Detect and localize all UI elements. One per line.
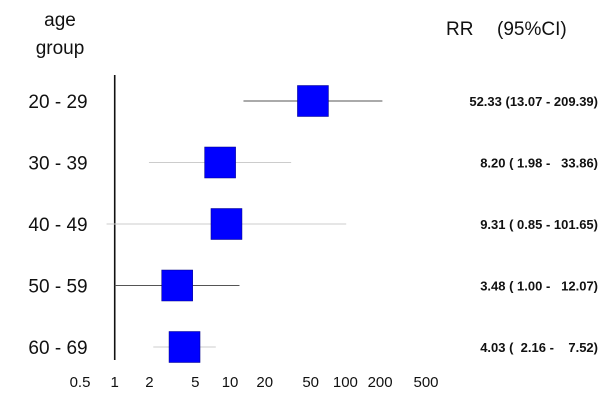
rr-value-label: 52.33 (13.07 - 209.39) (469, 94, 598, 109)
rr-box (168, 331, 201, 363)
rr-value-label: 9.31 ( 0.85 - 101.65) (480, 217, 598, 232)
row-label: 60 - 69 (28, 338, 87, 359)
row-label: 20 - 29 (28, 92, 87, 113)
x-tick-label: 100 (333, 374, 358, 391)
rr-box (204, 146, 236, 179)
x-tick-label: 200 (368, 374, 393, 391)
age-header-line1: age (44, 10, 76, 31)
x-tick-label: 0.5 (70, 374, 91, 391)
x-tick-label: 2 (145, 374, 153, 391)
rr-header: RR (446, 19, 474, 40)
x-tick-label: 20 (256, 374, 273, 391)
row-label: 50 - 59 (28, 277, 87, 298)
age-group-header: age group (27, 7, 93, 63)
rr-box (210, 208, 243, 240)
age-header-line2: group (35, 38, 85, 59)
row-label: 40 - 49 (28, 215, 87, 236)
rr-box (161, 269, 193, 302)
x-tick-label: 1 (111, 374, 119, 391)
x-tick-label: 10 (222, 374, 239, 391)
rr-box (297, 85, 329, 117)
x-tick-label: 5 (191, 374, 199, 391)
rr-value-label: 8.20 ( 1.98 - 33.86) (480, 156, 598, 171)
rr-value-label: 3.48 ( 1.00 - 12.07) (480, 279, 598, 294)
row-label: 30 - 39 (28, 154, 87, 175)
x-tick-label: 500 (413, 374, 438, 391)
rr-value-label: 4.03 ( 2.16 - 7.52) (480, 340, 598, 355)
x-tick-label: 50 (302, 374, 319, 391)
ci-header: (95%CI) (497, 19, 567, 40)
